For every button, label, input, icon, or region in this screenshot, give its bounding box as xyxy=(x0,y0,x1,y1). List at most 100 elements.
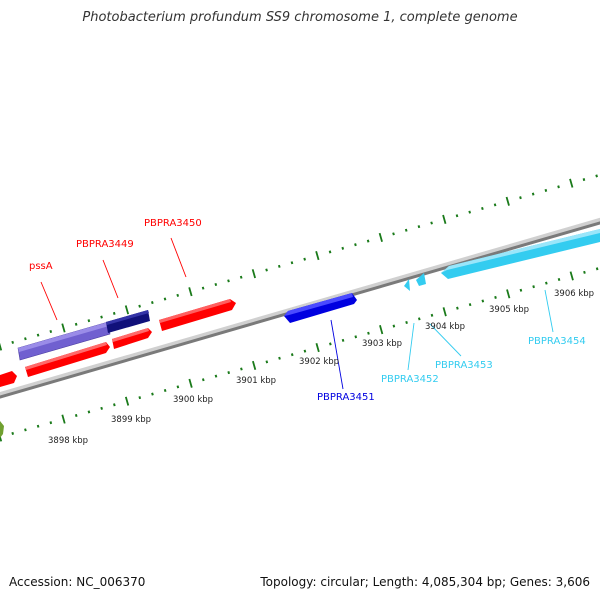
minor-tick xyxy=(341,338,345,342)
minor-tick xyxy=(545,281,548,285)
gene-pbpra3449-forward[interactable] xyxy=(106,310,150,333)
gene-pbpra3452[interactable] xyxy=(404,279,410,291)
minor-tick xyxy=(100,315,103,319)
major-tick xyxy=(188,378,193,388)
minor-tick xyxy=(201,286,205,290)
callout-pbpra3449 xyxy=(102,259,119,299)
minor-tick xyxy=(227,371,231,375)
minor-tick xyxy=(303,349,307,353)
minor-tick xyxy=(227,279,230,283)
minor-tick xyxy=(36,333,40,337)
gene-pbpra3454[interactable] xyxy=(441,229,600,279)
minor-tick xyxy=(494,295,497,299)
minor-tick xyxy=(290,353,294,357)
minor-tick xyxy=(519,288,523,292)
minor-tick xyxy=(151,392,154,396)
major-tick xyxy=(506,289,511,299)
minor-tick xyxy=(49,330,53,334)
major-tick xyxy=(252,360,257,371)
minor-tick xyxy=(481,206,484,211)
minor-tick xyxy=(176,293,180,297)
minor-tick xyxy=(112,311,116,315)
minor-tick xyxy=(328,250,332,254)
minor-tick xyxy=(354,335,358,339)
callout-pssA xyxy=(40,281,58,321)
gene-red-reverse-2[interactable] xyxy=(112,328,152,349)
gene-pssA-forward[interactable] xyxy=(17,321,111,361)
gene-pbpra3450-forward[interactable] xyxy=(159,299,236,331)
major-tick xyxy=(188,287,193,297)
gene-pbpra3453[interactable] xyxy=(416,273,426,286)
label-pssA[interactable]: pssA xyxy=(29,261,53,272)
map-title: Photobacterium profundum SS9 chromosome … xyxy=(82,10,518,25)
major-tick xyxy=(0,342,3,351)
label-pbpra3453[interactable]: PBPRA3453 xyxy=(435,360,493,371)
gene-red-reverse-1[interactable] xyxy=(25,342,110,377)
minor-tick xyxy=(11,431,15,435)
minor-tick xyxy=(532,285,535,289)
minor-tick xyxy=(138,396,142,400)
gene-red-left-edge[interactable] xyxy=(0,371,17,387)
minor-tick xyxy=(163,297,167,301)
minor-tick xyxy=(36,424,40,428)
callout-pbpra3450 xyxy=(170,237,187,278)
minor-tick xyxy=(493,203,497,207)
minor-tick xyxy=(239,275,243,279)
minor-tick xyxy=(138,304,141,308)
minor-tick xyxy=(430,313,434,317)
minor-tick xyxy=(531,192,535,196)
major-tick xyxy=(251,269,256,279)
minor-tick xyxy=(404,228,408,232)
minor-tick xyxy=(430,221,433,225)
minor-tick xyxy=(329,342,332,346)
scale-label-3900: 3900 kbp xyxy=(173,395,213,405)
major-tick xyxy=(379,325,384,335)
gene-olive-edge[interactable] xyxy=(0,421,4,438)
major-tick xyxy=(315,250,320,261)
minor-tick xyxy=(557,278,561,282)
label-pbpra3449[interactable]: PBPRA3449 xyxy=(76,239,134,250)
minor-tick xyxy=(481,299,485,303)
major-tick xyxy=(315,342,320,353)
minor-tick xyxy=(557,185,560,189)
label-pbpra3451[interactable]: PBPRA3451 xyxy=(317,392,375,403)
scale-label-3902: 3902 kbp xyxy=(299,357,339,367)
minor-tick xyxy=(151,301,154,305)
minor-tick xyxy=(240,367,243,371)
minor-tick xyxy=(87,319,91,323)
minor-tick xyxy=(290,261,294,265)
minor-tick xyxy=(468,303,472,307)
minor-tick xyxy=(11,340,15,344)
scale-label-3906: 3906 kbp xyxy=(554,289,594,299)
scale-label-3898: 3898 kbp xyxy=(48,436,88,446)
scale-label-3905: 3905 kbp xyxy=(489,305,529,315)
minor-tick xyxy=(265,360,269,364)
minor-tick xyxy=(24,428,27,432)
minor-tick xyxy=(113,403,116,407)
minor-tick xyxy=(201,378,205,382)
minor-tick xyxy=(595,174,598,178)
minor-tick xyxy=(214,282,218,287)
minor-tick xyxy=(544,188,548,192)
gene-pbpra3451[interactable] xyxy=(284,293,357,323)
major-tick xyxy=(442,307,447,317)
scale-label-3904: 3904 kbp xyxy=(425,322,465,332)
minor-tick xyxy=(455,214,459,218)
genome-stats-text: Topology: circular; Length: 4,085,304 bp… xyxy=(260,575,590,589)
callout-pbpra3451 xyxy=(330,319,344,390)
minor-tick xyxy=(341,246,345,250)
minor-tick xyxy=(303,257,306,261)
minor-tick xyxy=(87,410,91,414)
label-pbpra3452[interactable]: PBPRA3452 xyxy=(381,374,439,385)
minor-tick xyxy=(519,196,522,200)
minor-tick xyxy=(366,239,370,243)
major-tick xyxy=(61,323,66,333)
major-tick xyxy=(124,396,130,406)
minor-tick xyxy=(277,264,281,268)
inner-tick-ring xyxy=(0,267,599,442)
label-pbpra3450[interactable]: PBPRA3450 xyxy=(144,218,202,229)
scale-label-3903: 3903 kbp xyxy=(362,339,402,349)
major-tick xyxy=(442,214,447,224)
label-pbpra3454[interactable]: PBPRA3454 xyxy=(528,336,586,347)
